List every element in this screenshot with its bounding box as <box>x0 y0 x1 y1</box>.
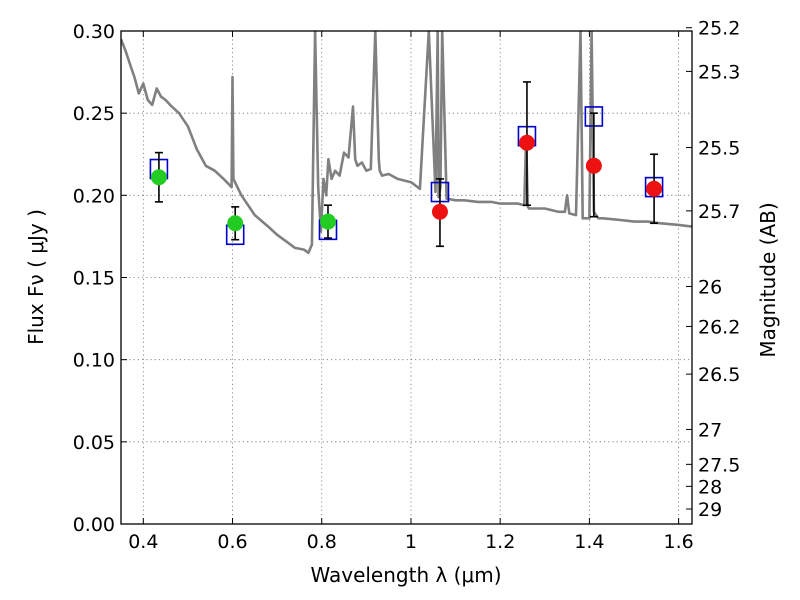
y-tick-label: 0.15 <box>73 268 115 290</box>
y-tick-label: 0.25 <box>73 103 115 125</box>
nir-flux-point <box>585 157 602 174</box>
model-spectrum-line <box>121 31 692 255</box>
magnitude-tick-label: 25.2 <box>698 18 740 40</box>
magnitude-tick-label: 27 <box>698 419 722 441</box>
magnitude-axis-title: Magnitude (AB) <box>756 202 780 357</box>
magnitude-tick-label: 26 <box>698 276 722 298</box>
optical-flux-point <box>227 215 244 232</box>
magnitude-tick-label: 25.5 <box>698 138 740 160</box>
data-points-layer <box>149 81 664 248</box>
x-tick-label: 1 <box>405 531 417 553</box>
nir-flux-point <box>646 180 663 197</box>
magnitude-tick-label: 28 <box>698 476 722 498</box>
x-tick-label: 0.6 <box>217 531 247 553</box>
x-tick-label: 1.2 <box>485 531 515 553</box>
magnitude-tick-label: 25.7 <box>698 201 740 223</box>
magnitude-tick-label: 29 <box>698 499 722 521</box>
y-tick-label: 0.05 <box>73 432 115 454</box>
grid-lines <box>121 30 692 525</box>
model-spectrum-layer <box>121 31 692 255</box>
x-axis-ticks: 0.4 0.6 0.8 1 1.2 1.4 1.6 <box>128 31 694 553</box>
y-axis-title: Flux Fν ( μJy ) <box>24 209 48 345</box>
plot-frame <box>120 30 693 525</box>
nir-flux-point <box>431 203 448 220</box>
y-tick-label: 0.30 <box>73 21 115 43</box>
x-axis-title: Wavelength λ (μm) <box>310 563 501 587</box>
x-tick-label: 1.6 <box>664 531 694 553</box>
y-axis-ticks: 0.00 0.05 0.10 0.15 0.20 0.25 0.30 <box>73 21 127 536</box>
magnitude-tick-label: 26.2 <box>698 316 740 338</box>
magnitude-tick-label: 25.3 <box>698 61 740 83</box>
optical-flux-point <box>319 213 336 230</box>
y-tick-label: 0.10 <box>73 350 115 372</box>
magnitude-tick-label: 27.5 <box>698 454 740 476</box>
x-tick-label: 1.4 <box>574 531 604 553</box>
y-tick-label: 0.00 <box>73 514 115 536</box>
magnitude-tick-label: 26.5 <box>698 364 740 386</box>
optical-flux-point <box>150 169 167 186</box>
y-tick-label: 0.20 <box>73 185 115 207</box>
x-tick-label: 0.8 <box>307 531 337 553</box>
x-tick-label: 0.4 <box>128 531 158 553</box>
nir-flux-point <box>518 134 535 151</box>
